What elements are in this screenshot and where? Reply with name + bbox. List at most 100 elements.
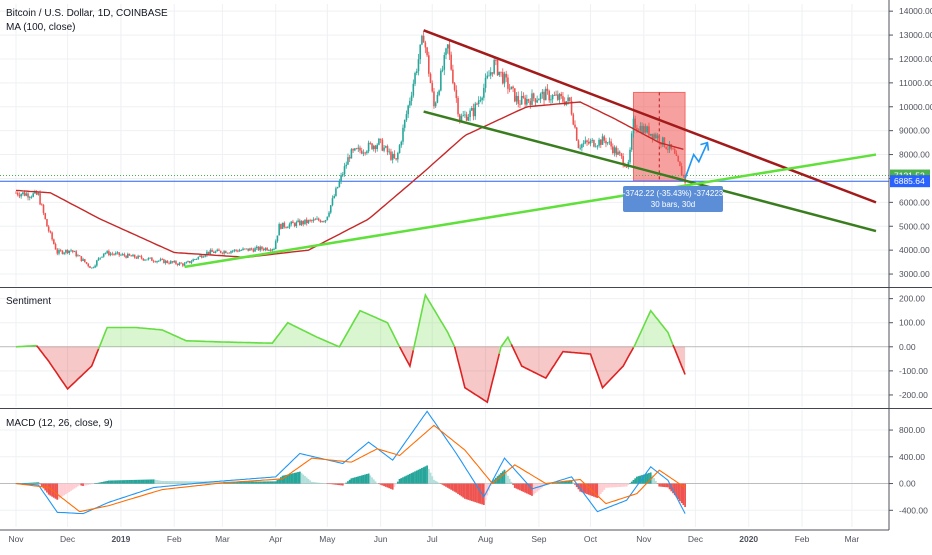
macd-histogram-bar (85, 483, 88, 486)
macd-histogram-bar (319, 482, 322, 484)
candle-body (240, 250, 243, 251)
macd-histogram-bar (343, 483, 346, 485)
macd-histogram-bar (331, 483, 334, 485)
macd-histogram-bar (304, 476, 306, 484)
candle-body (354, 148, 356, 151)
macd-histogram-bar (149, 479, 152, 484)
candle-body (342, 174, 344, 176)
macd-histogram-bar (75, 483, 78, 488)
measure-line1: -3742.22 (-35.43%) -374223 (623, 189, 724, 198)
y-tick-label: 12000.00 (899, 54, 932, 64)
macd-histogram-bar (166, 481, 169, 484)
macd-histogram-bar (644, 474, 647, 484)
candle-body (123, 254, 126, 256)
macd-histogram-bar (247, 481, 250, 484)
macd-histogram-bar (448, 483, 451, 489)
macd-histogram-bar (482, 483, 485, 505)
candle-body (434, 102, 437, 107)
candle-body (517, 95, 520, 104)
macd-histogram-bar (565, 481, 568, 484)
candle-body (302, 220, 305, 225)
candle-body (431, 83, 434, 92)
macd-histogram-bar (630, 481, 633, 484)
macd-histogram-bar (637, 476, 640, 484)
candle-body (672, 148, 674, 150)
candle-body (25, 193, 28, 196)
macd-histogram-bar (278, 478, 281, 484)
x-tick-label: 2019 (111, 534, 130, 544)
macd-histogram-bar (396, 481, 399, 484)
macd-histogram-bar (553, 483, 556, 484)
macd-histogram-bar (321, 483, 324, 484)
macd-histogram-bar (654, 480, 657, 484)
candle-body (147, 258, 150, 260)
macd-histogram-bar (498, 474, 501, 484)
candle-body (104, 253, 107, 254)
x-tick-label: Apr (269, 534, 282, 544)
candle-body (37, 193, 40, 195)
macd-histogram-bar (249, 481, 251, 484)
candle-body (328, 212, 330, 217)
macd-histogram-bar (680, 483, 683, 504)
macd-histogram-bar (285, 474, 287, 484)
macd-histogram-bar (682, 483, 685, 506)
candle-body (185, 262, 188, 264)
candle-body (457, 98, 459, 115)
candle-body (271, 249, 274, 251)
sentiment-title: Sentiment (6, 296, 51, 307)
candle-body (195, 258, 198, 260)
price-label-bg (890, 175, 930, 188)
candle-body (551, 95, 554, 100)
candle-body (111, 253, 114, 255)
candle-body (257, 246, 260, 251)
macd-histogram-bar (464, 483, 466, 499)
macd-histogram-bar (95, 483, 98, 484)
candle-body (630, 133, 633, 150)
macd-histogram-bar (178, 481, 181, 484)
candle-body (264, 247, 267, 251)
candle-body (574, 124, 576, 128)
macd-histogram-bar (211, 481, 213, 484)
macd-histogram-bar (73, 483, 76, 489)
upper-channel-trendline (423, 29, 877, 204)
candle-body (114, 252, 117, 255)
macd-histogram-bar (613, 483, 616, 488)
candle-body (311, 220, 313, 222)
candle-body (577, 140, 580, 149)
candle-body (527, 99, 530, 101)
sentiment-line (398, 346, 415, 369)
macd-histogram-bar (455, 483, 458, 493)
candle-body (366, 151, 368, 154)
candle-body (524, 97, 526, 105)
trendlines (184, 29, 877, 269)
macd-histogram-bar (276, 479, 279, 484)
y-tick-label: 10000.00 (899, 102, 932, 112)
price-label: 6885.64 (894, 176, 925, 186)
macd-histogram-bar (434, 480, 437, 484)
candle-body (371, 143, 373, 150)
macd-histogram-bar (636, 476, 638, 484)
macd-histogram-bar (94, 483, 97, 484)
macd-histogram-bar (629, 483, 631, 484)
candle-body (391, 153, 394, 160)
candle-body (484, 77, 487, 88)
candle-body (673, 149, 676, 154)
macd-histogram-bar (125, 480, 127, 484)
candle-body (505, 73, 507, 78)
candle-body (532, 93, 535, 99)
candle-body (70, 250, 72, 252)
candle-body (369, 142, 372, 144)
macd-histogram-bar (510, 481, 513, 484)
candle-body (572, 114, 575, 125)
macd-line (15, 410, 686, 515)
macd-histogram-bar (281, 475, 284, 484)
macd-histogram-bar (176, 481, 179, 484)
candle-body (99, 257, 102, 259)
macd-histogram-bar (30, 482, 33, 484)
candle-body (360, 150, 363, 154)
candle-body (477, 100, 480, 105)
candle-body (546, 88, 549, 91)
macd-histogram-bar (335, 483, 337, 485)
